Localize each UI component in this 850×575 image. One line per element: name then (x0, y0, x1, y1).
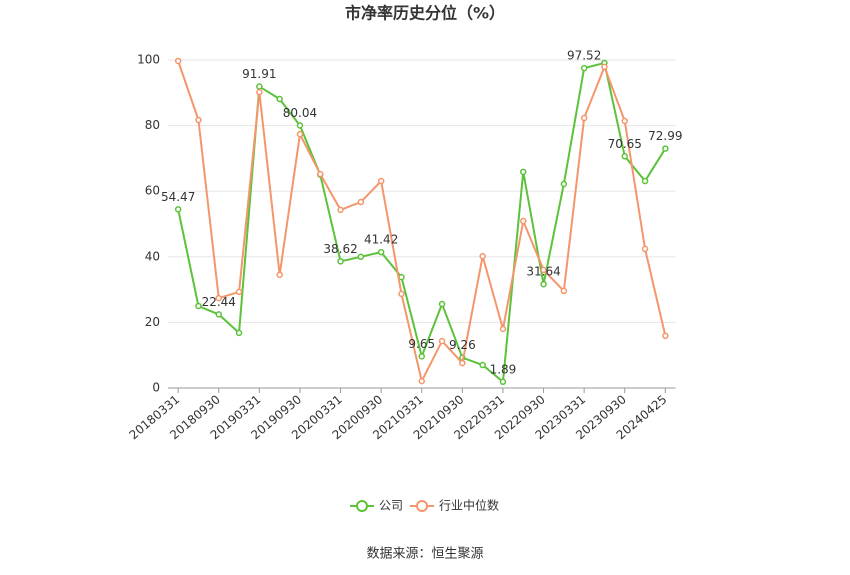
y-tick-label: 60 (145, 184, 160, 198)
y-tick-label: 20 (145, 315, 160, 329)
point (438, 337, 446, 345)
point (337, 206, 344, 214)
point (418, 353, 425, 360)
point (520, 168, 527, 176)
point (662, 145, 669, 152)
point (499, 325, 507, 333)
legend-label: 公司 (379, 499, 403, 513)
source: 数据来源：恒生聚源 (366, 547, 483, 562)
chart-title: 市净率历史分位（%） (345, 4, 505, 23)
legend-marker (416, 500, 428, 512)
point (276, 271, 283, 279)
data-label: 38.62 (323, 242, 357, 256)
point (215, 311, 222, 318)
point (235, 329, 243, 337)
legend-label: 行业中位数 (439, 498, 499, 513)
point (641, 177, 649, 185)
data-label: 70.65 (608, 137, 642, 151)
point (256, 88, 263, 96)
data-label: 54.47 (161, 190, 195, 204)
data-label: 31.64 (526, 265, 560, 279)
point (520, 217, 527, 225)
point (459, 359, 466, 367)
point (296, 130, 304, 138)
data-label: 9.65 (408, 337, 435, 351)
point (174, 206, 182, 213)
series-line (177, 60, 667, 385)
point (540, 266, 547, 274)
point (540, 280, 547, 288)
data-label: 97.52 (567, 49, 601, 63)
point (256, 83, 263, 90)
point (641, 245, 649, 253)
data-label: 91.91 (242, 67, 276, 81)
point (235, 288, 243, 296)
point (438, 300, 446, 308)
point (337, 258, 344, 265)
point (580, 114, 588, 122)
data-label: 41.42 (364, 233, 398, 247)
point (174, 57, 182, 65)
point (499, 378, 507, 386)
y-tick-label: 80 (145, 118, 160, 132)
point (296, 122, 304, 129)
y-tick-label: 0 (152, 381, 160, 395)
data-label: 80.04 (283, 106, 317, 120)
point (377, 177, 385, 185)
point (195, 116, 202, 124)
point (215, 294, 222, 302)
data-label: 22.44 (202, 295, 236, 309)
y-tick-label: 100 (137, 53, 160, 67)
point (580, 64, 588, 72)
point (317, 170, 324, 178)
point (560, 180, 568, 188)
point (601, 63, 608, 71)
series-line (177, 61, 667, 384)
point (621, 117, 628, 125)
point (357, 198, 365, 206)
point (398, 290, 405, 298)
point (276, 95, 283, 103)
point (621, 153, 628, 160)
point (418, 377, 425, 385)
point (479, 252, 486, 260)
data-label: 1.89 (490, 362, 517, 376)
data-label: 9.26 (449, 338, 476, 352)
point (377, 248, 385, 256)
legend-marker (356, 500, 368, 512)
point (560, 287, 568, 295)
data-label: 72.99 (648, 129, 682, 143)
y-tick-label: 40 (145, 249, 160, 263)
point (479, 361, 486, 369)
point (662, 332, 669, 340)
point (195, 302, 202, 310)
point (357, 253, 365, 261)
